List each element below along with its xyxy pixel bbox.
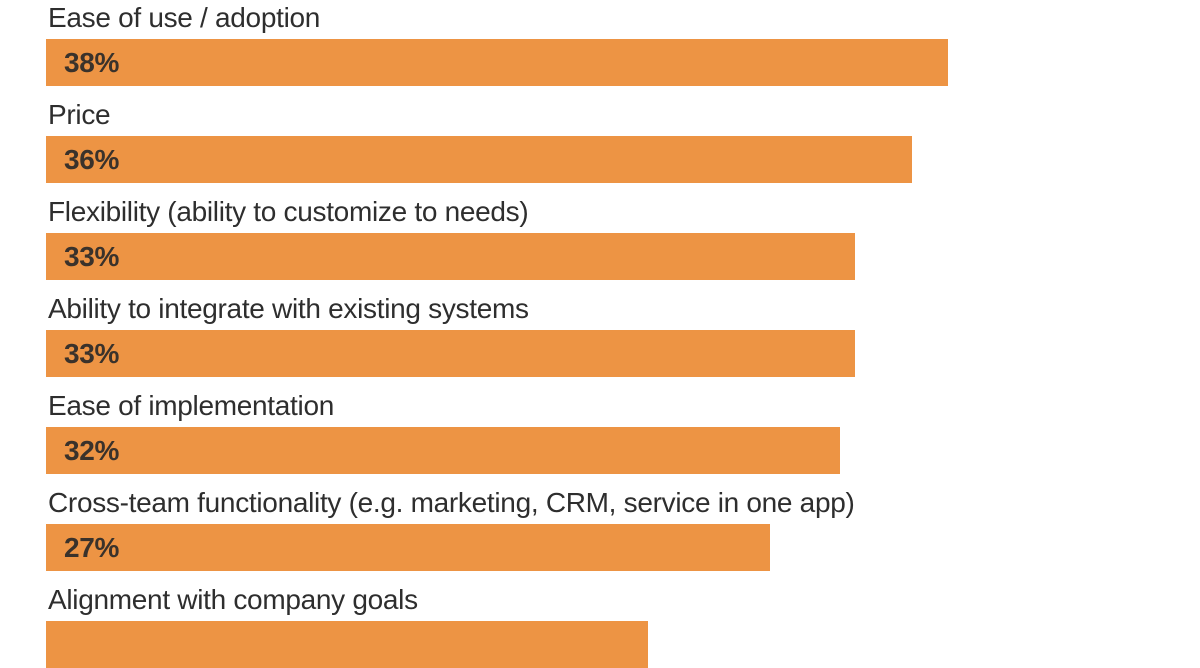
bar-row: Ability to integrate with existing syste… [46, 293, 1200, 377]
bar-row: Ease of implementation 32% [46, 390, 1200, 474]
bar-row-cutoff: Alignment with company goals [46, 584, 1200, 668]
bar [46, 621, 648, 668]
bar-value-label: 33% [64, 240, 120, 272]
bar-label: Alignment with company goals [48, 584, 418, 615]
bar-value-label: 32% [64, 434, 120, 466]
bar-value-label: 36% [64, 143, 120, 175]
bar: 32% [46, 427, 840, 474]
bar-value-label: 38% [64, 46, 120, 78]
bar-chart: Ease of use / adoption 38% Price 36% Fle… [46, 2, 1200, 668]
bar: 36% [46, 136, 912, 183]
bar-value-label: 27% [64, 531, 120, 563]
bar-row: Price 36% [46, 99, 1200, 183]
bar-row: Ease of use / adoption 38% [46, 2, 1200, 86]
bar-value-label: 33% [64, 337, 120, 369]
bar-row: Cross-team functionality (e.g. marketing… [46, 487, 1200, 571]
bar-label: Ease of use / adoption [48, 2, 321, 33]
bar-row: Flexibility (ability to customize to nee… [46, 196, 1200, 280]
bar-label: Cross-team functionality (e.g. marketing… [48, 487, 855, 518]
bar-label: Price [48, 99, 111, 130]
bar: 33% [46, 330, 855, 377]
bar-label: Ability to integrate with existing syste… [48, 293, 529, 324]
bar-label: Ease of implementation [48, 390, 335, 421]
bar-label: Flexibility (ability to customize to nee… [48, 196, 529, 227]
bar: 27% [46, 524, 770, 571]
bar: 33% [46, 233, 855, 280]
bar: 38% [46, 39, 948, 86]
